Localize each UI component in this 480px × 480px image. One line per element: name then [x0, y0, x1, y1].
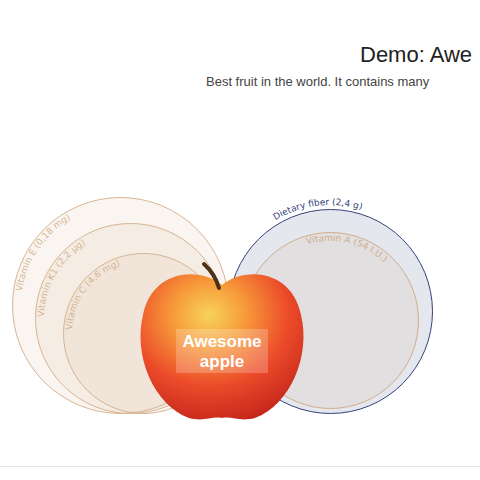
html-text:Best fruit in the world. It co: Best fruit in the world. It contains man…	[206, 74, 430, 89]
svg-text:apple: apple	[200, 352, 244, 371]
svg-text:Vitamin A (54 I.U.): Vitamin A (54 I.U.)	[305, 233, 389, 264]
svg-text:Awesome: Awesome	[182, 332, 261, 351]
svg-text:Dietary fiber (2,4 g): Dietary fiber (2,4 g)	[271, 197, 363, 222]
svg-text:Vitamin C (4,6 mg): Vitamin C (4,6 mg)	[64, 258, 121, 330]
html-text:Demo: Awe: Demo: Awe	[360, 42, 473, 67]
